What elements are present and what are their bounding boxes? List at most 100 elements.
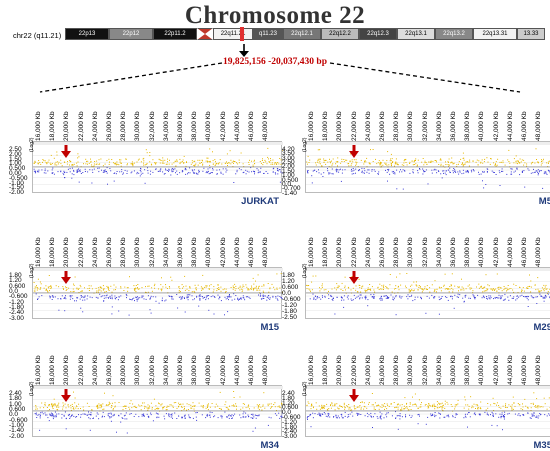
gain-probe: [111, 159, 113, 160]
gain-probe: [448, 165, 449, 167]
gain-probe: [155, 408, 157, 410]
gain-probe: [216, 290, 218, 292]
loss-probe: [228, 415, 230, 417]
loss-probe: [341, 172, 343, 174]
loss-probe: [189, 417, 191, 419]
gain-probe: [115, 162, 117, 164]
gain-probe: [401, 164, 403, 166]
loss-probe: [212, 167, 214, 169]
loss-probe: [64, 171, 66, 173]
loss-probe: [103, 300, 105, 302]
gain-probe: [440, 290, 442, 292]
gain-probe: [364, 289, 366, 291]
loss-probe: [440, 173, 442, 175]
gain-probe: [363, 405, 365, 407]
loss-probe: [279, 417, 281, 419]
gain-probe: [324, 405, 326, 407]
loss-probe: [361, 170, 363, 172]
gain-probe: [179, 163, 181, 165]
gain-probe: [319, 290, 321, 292]
gain-probe: [417, 159, 419, 161]
gain-probe: [409, 161, 411, 163]
loss-probe: [313, 297, 315, 299]
loss-probe: [65, 428, 67, 430]
loss-probe: [160, 170, 161, 172]
loss-probe: [97, 297, 99, 299]
gain-probe: [457, 286, 459, 288]
gain-probe: [321, 286, 323, 288]
loss-probe: [272, 295, 274, 297]
loss-probe: [457, 296, 459, 298]
loss-probe: [499, 413, 501, 415]
loss-probe: [387, 298, 389, 299]
gain-probe: [49, 286, 51, 287]
gain-probe: [76, 406, 78, 407]
loss-probe: [165, 168, 166, 170]
gain-probe: [179, 158, 181, 160]
loss-probe: [279, 169, 281, 171]
gain-probe: [81, 290, 83, 292]
cnv-scatter: [306, 142, 550, 190]
gain-probe: [388, 164, 390, 166]
loss-probe: [143, 415, 145, 417]
gain-probe: [43, 407, 45, 409]
loss-probe: [38, 169, 40, 171]
x-tick-label: 24,000 Kb: [364, 111, 372, 141]
x-tick-label: 24,000 Kb: [364, 237, 372, 267]
loss-probe: [171, 298, 173, 300]
gain-probe: [96, 405, 98, 407]
gain-probe: [380, 288, 382, 290]
band-2: 22p11.2: [153, 28, 197, 40]
gain-probe: [442, 407, 444, 409]
loss-probe: [135, 296, 137, 298]
band-label: q11.23: [259, 31, 277, 37]
gain-probe: [174, 160, 176, 162]
loss-probe: [386, 296, 388, 297]
gain-probe: [120, 159, 122, 161]
gain-probe: [427, 405, 429, 407]
gain-probe: [77, 288, 79, 290]
loss-probe: [217, 294, 219, 296]
gain-probe: [74, 402, 76, 404]
loss-probe: [425, 169, 427, 171]
loss-probe: [73, 169, 75, 171]
loss-probe: [412, 169, 414, 171]
x-tick-label: 20,000 Kb: [336, 355, 344, 385]
x-tick-label: 16,000 Kb: [308, 111, 315, 141]
y-tick-label: 3.50: [282, 150, 295, 158]
gain-probe: [307, 285, 309, 287]
gain-probe: [101, 405, 103, 407]
gain-probe: [489, 163, 491, 165]
gain-probe: [149, 161, 151, 163]
gain-probe: [268, 161, 270, 162]
loss-probe: [431, 169, 433, 171]
gain-probe: [547, 291, 549, 293]
gain-probe: [307, 401, 309, 403]
loss-probe: [172, 168, 174, 170]
gain-probe: [212, 291, 214, 293]
gain-probe: [454, 408, 456, 410]
gain-probe: [145, 406, 147, 408]
gain-probe: [502, 160, 504, 162]
loss-probe: [347, 414, 349, 416]
gain-probe: [183, 409, 185, 411]
gain-probe: [510, 288, 512, 289]
loss-probe: [230, 296, 232, 298]
deletion-marker-arrow-icon: [61, 145, 71, 158]
loss-probe: [136, 171, 138, 173]
loss-probe: [438, 171, 440, 172]
loss-probe: [276, 414, 278, 416]
loss-probe: [455, 171, 457, 173]
gain-probe: [493, 402, 495, 404]
gain-probe: [238, 159, 240, 161]
gain-probe: [271, 283, 273, 285]
gain-probe: [194, 291, 196, 293]
loss-probe: [108, 416, 110, 418]
gain-probe: [37, 163, 39, 165]
gain-probe: [197, 164, 199, 166]
loss-probe: [113, 413, 115, 415]
gain-probe: [340, 162, 342, 164]
y-tick-label: 0.0: [282, 290, 292, 297]
loss-probe: [341, 297, 343, 299]
gain-probe: [481, 159, 483, 161]
